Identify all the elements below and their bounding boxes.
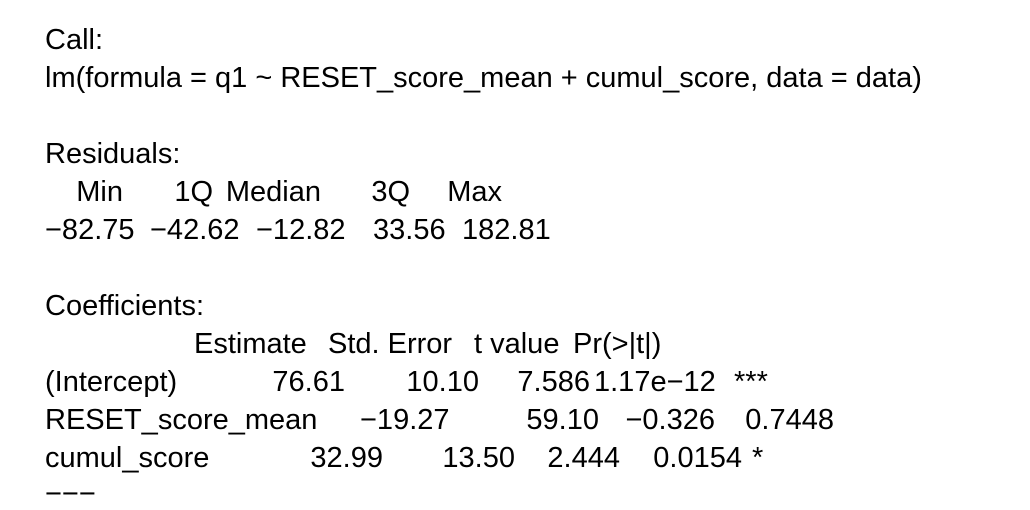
coef-header-estimate: Estimate <box>194 328 307 360</box>
coef-std-error: 13.50 <box>442 442 515 474</box>
coef-std-error: 59.10 <box>526 404 599 436</box>
coef-std-error: 10.10 <box>406 366 479 398</box>
coef-p-value: 0.7448 <box>745 404 834 436</box>
residual-header-min: Min <box>76 176 123 208</box>
coef-name: cumul_score <box>45 442 210 474</box>
coef-header-p-value: Pr(>|t|) <box>573 328 662 360</box>
call-formula: lm(formula = q1 ~ RESET_score_mean + cum… <box>45 62 922 94</box>
separator-line: −−− <box>45 478 96 510</box>
coef-header-std-error: Std. Error <box>328 328 453 360</box>
coef-estimate: 76.61 <box>272 366 345 398</box>
coef-t-value: −0.326 <box>625 404 715 436</box>
residual-value-1q: −42.62 <box>150 214 240 246</box>
coef-name: (Intercept) <box>45 366 178 398</box>
coef-p-value: 0.0154 <box>653 442 742 474</box>
coef-signif: * <box>752 442 764 474</box>
residual-header-median: Median <box>225 176 321 208</box>
coef-estimate: 32.99 <box>310 442 383 474</box>
residual-value-min: −82.75 <box>45 214 135 246</box>
residuals-label: Residuals: <box>45 138 181 170</box>
residual-value-median: −12.82 <box>256 214 346 246</box>
residual-header-3q: 3Q <box>371 176 410 208</box>
coefficients-label: Coefficients: <box>45 290 205 322</box>
coef-header-t-value: t value <box>474 328 560 360</box>
coef-estimate: −19.27 <box>360 404 450 436</box>
coef-p-value: 1.17e−12 <box>594 366 716 398</box>
coef-name: RESET_score_mean <box>45 404 318 436</box>
coef-t-value: 7.586 <box>517 366 590 398</box>
coef-t-value: 2.444 <box>547 442 620 474</box>
residual-header-1q: 1Q <box>174 176 213 208</box>
residual-header-max: Max <box>447 176 502 208</box>
residual-value-3q: 33.56 <box>373 214 446 246</box>
coef-signif: *** <box>734 366 768 398</box>
residual-value-max: 182.81 <box>462 214 551 246</box>
call-label: Call: <box>45 24 104 56</box>
